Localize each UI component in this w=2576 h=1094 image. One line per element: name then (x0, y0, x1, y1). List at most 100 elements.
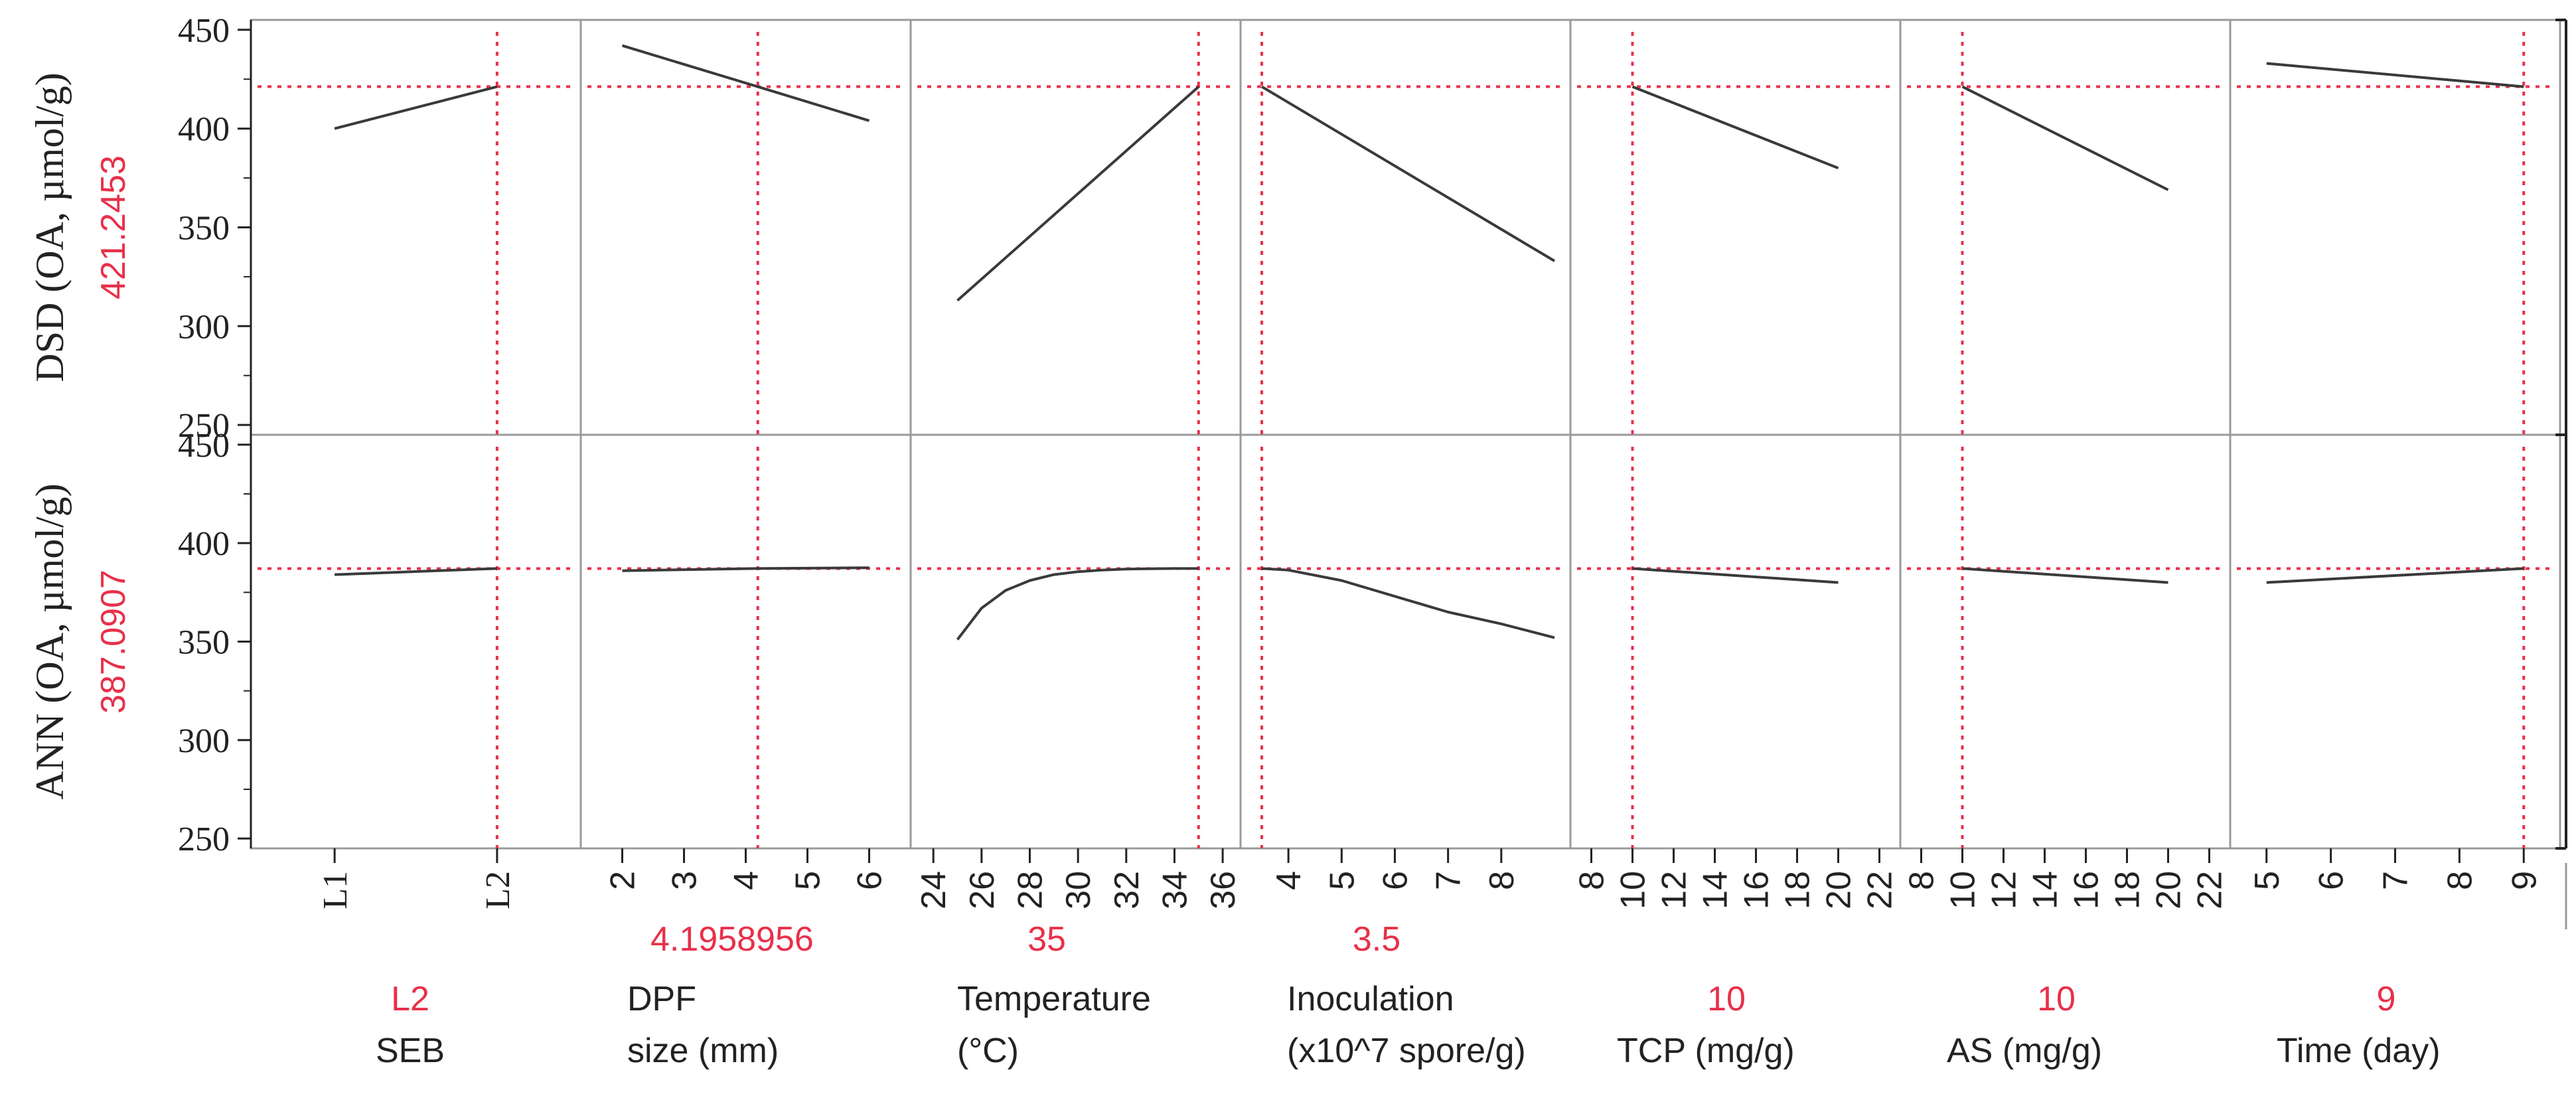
panel-frame (1239, 19, 1572, 436)
factor-name: SEB (376, 1032, 445, 1070)
factor-name: Inoculation (1287, 980, 1454, 1018)
factor-current-value: 10 (1707, 980, 1746, 1018)
reference-lines (258, 32, 2553, 848)
factor-current-value: 3.5 (1353, 920, 1401, 959)
factor-current-value: L2 (391, 980, 429, 1018)
y-tick-label: 250 (178, 820, 230, 858)
response-current-value: 421.2453 (94, 155, 133, 299)
x-tick-label: 6 (2312, 871, 2351, 890)
response-curve (2266, 62, 2524, 88)
y-tick-label: 400 (178, 525, 230, 563)
x-tick-label: 9 (2505, 871, 2543, 890)
x-tick-label: 2 (604, 871, 643, 890)
factor-current-value: 4.1958956 (650, 920, 814, 959)
x-tick-label: 18 (2109, 871, 2147, 909)
x-tick-label: 5 (1323, 871, 1361, 890)
x-tick-label: 6 (1376, 871, 1414, 890)
response-label: DSD (OA, µmol/g) (28, 72, 72, 382)
response-current-value: 387.0907 (94, 570, 133, 714)
x-tick-label: 8 (1483, 871, 1521, 890)
y-tick-label: 250 (178, 407, 230, 445)
x-tick-label: 20 (1820, 871, 1858, 909)
response-curve (334, 85, 498, 130)
panel-frame (250, 433, 582, 850)
panel-frame (1569, 19, 1902, 436)
factor-name: Time (day) (2277, 1032, 2441, 1070)
factor-current-value: 9 (2377, 980, 2396, 1018)
x-tick-label: 26 (963, 871, 1002, 909)
y-tick-label: 350 (178, 210, 230, 248)
x-tick-label: 16 (2068, 871, 2106, 909)
response-curve (1260, 85, 1556, 262)
factor-current-value: 35 (1027, 920, 1066, 959)
x-tick-label: 14 (2026, 871, 2065, 909)
factor-name-line2: (°C) (957, 1032, 1019, 1070)
x-tick-label: 14 (1697, 871, 1735, 909)
y-tick-label: 350 (178, 624, 230, 662)
panel-frame (909, 433, 1242, 850)
x-tick-label: 10 (1614, 871, 1653, 909)
factor-name: Temperature (957, 980, 1151, 1018)
factor-name: DPF (627, 980, 696, 1018)
panel-frame (1239, 433, 1572, 850)
y-tick-label: 450 (178, 427, 230, 465)
response-curve (621, 44, 870, 122)
x-tick-label: 36 (1204, 871, 1243, 909)
x-tick-label: 10 (1944, 871, 1983, 909)
x-tick-label: 28 (1011, 871, 1049, 909)
response-curve (622, 566, 870, 572)
x-tick-label: 8 (1573, 871, 1612, 890)
x-tick-label: 34 (1156, 871, 1194, 909)
x-tick-label: 32 (1108, 871, 1146, 909)
x-tick-label: 30 (1059, 871, 1098, 909)
x-tick-label: 22 (2191, 871, 2230, 909)
x-tick-label: 12 (1985, 871, 2024, 909)
factor-name: TCP (mg/g) (1617, 1032, 1795, 1070)
x-tick-label: 3 (666, 871, 704, 890)
x-tick-label: 4 (1270, 871, 1308, 890)
response-curve (956, 567, 1199, 641)
panel-frames (250, 19, 2561, 850)
y-tick-label: 450 (178, 12, 230, 50)
response-curve (1261, 567, 1555, 639)
response-curve (2266, 567, 2524, 584)
response-curve (1632, 567, 1839, 584)
response-label: ANN (OA, µmol/g) (28, 483, 72, 799)
x-tick-label: 20 (2150, 871, 2188, 909)
x-tick-label: 8 (1903, 871, 1941, 890)
labels: DSD (OA, µmol/g) 421.2453 ANN (OA, µmol/g)… (28, 72, 2441, 1070)
panel-frame (2229, 433, 2561, 850)
x-tick-label: L2 (479, 871, 517, 909)
y-tick-label: 300 (178, 722, 230, 760)
response-curve (335, 567, 497, 576)
panel-frame (1899, 19, 2232, 436)
panel-frame (1569, 433, 1902, 850)
x-tick-label: 5 (789, 871, 828, 890)
factor-name: AS (mg/g) (1947, 1032, 2102, 1070)
response-curves (334, 44, 2524, 641)
factor-name-line2: (x10^7 spore/g) (1287, 1032, 1526, 1070)
x-tick-label: 5 (2248, 871, 2287, 890)
panel-frame (250, 19, 582, 436)
x-tick-label: 22 (1861, 871, 1900, 909)
x-tick-label: 12 (1655, 871, 1694, 909)
x-tick-label: 16 (1738, 871, 1776, 909)
x-tick-label: L1 (317, 871, 354, 909)
factor-name-line2: size (mm) (627, 1032, 779, 1070)
x-tick-label: 6 (851, 871, 889, 890)
response-curve (1961, 85, 2169, 191)
x-tick-label: 18 (1779, 871, 1817, 909)
x-tick-label: 7 (2377, 871, 2415, 890)
x-tick-label: 4 (727, 871, 766, 890)
factor-current-value: 10 (2037, 980, 2076, 1018)
y-tick-label: 400 (178, 111, 230, 149)
y-tick-label: 300 (178, 308, 230, 346)
response-curve (1962, 567, 2168, 584)
x-tick-label: 24 (915, 871, 953, 909)
panel-frame (2229, 19, 2561, 436)
response-curve (956, 86, 1200, 302)
x-tick-label: 8 (2441, 871, 2479, 890)
panel-frame (1899, 433, 2232, 850)
